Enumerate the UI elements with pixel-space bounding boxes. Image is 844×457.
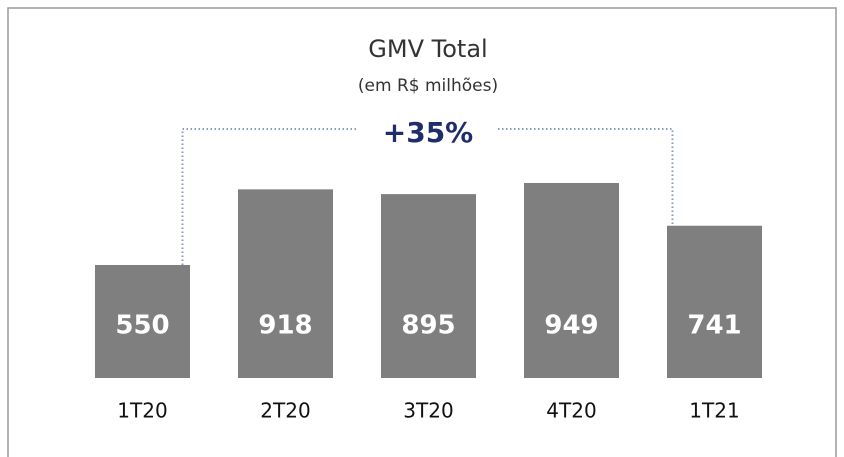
x-tick-label: 1T20 (117, 399, 167, 423)
bar (238, 189, 333, 378)
x-tick-label: 3T20 (403, 399, 453, 423)
data-label: 949 (544, 311, 598, 341)
bar (381, 194, 476, 378)
annotation: +35% (383, 116, 473, 149)
bracket-left (181, 128, 358, 265)
bar (95, 264, 190, 378)
data-label: 918 (258, 311, 312, 341)
bar (667, 225, 762, 378)
data-label: 550 (115, 311, 169, 341)
bar (524, 183, 619, 378)
data-label: 895 (401, 311, 455, 341)
x-tick-label: 2T20 (260, 399, 310, 423)
data-label: 741 (687, 311, 741, 341)
x-tick-label: 1T21 (689, 399, 739, 423)
chart-title: GMV Total (368, 35, 487, 63)
chart-subtitle: (em R$ milhões) (358, 76, 498, 96)
x-tick-label: 4T20 (546, 399, 596, 423)
frame (7, 7, 837, 457)
